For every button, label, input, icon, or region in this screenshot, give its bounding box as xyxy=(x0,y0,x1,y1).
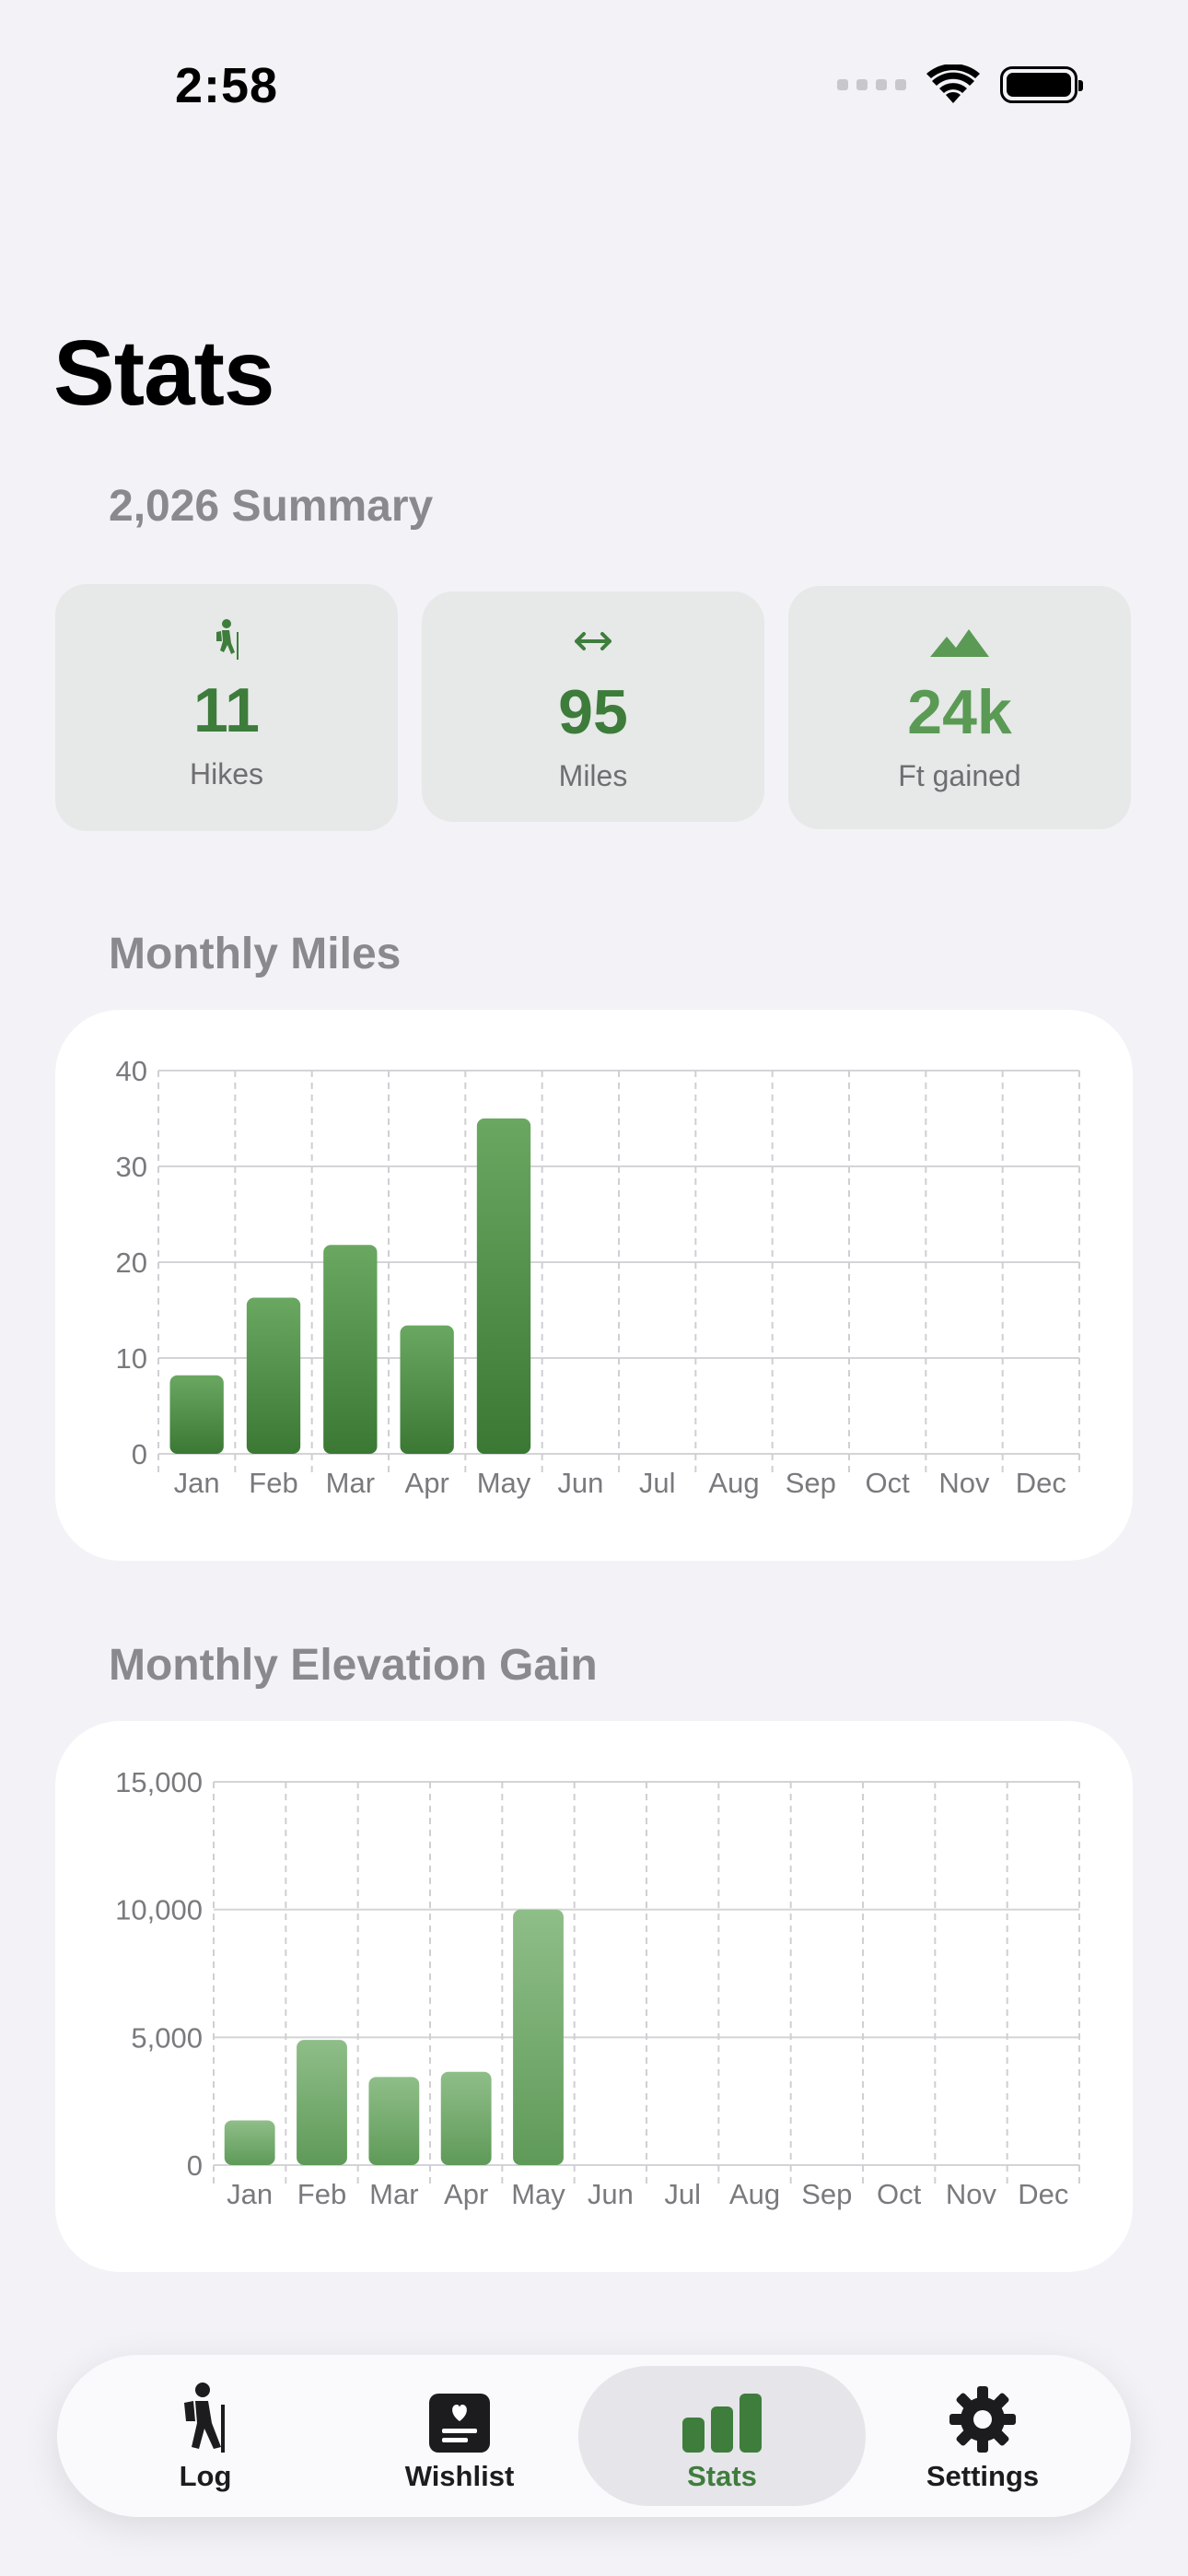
page-title: Stats xyxy=(53,322,275,425)
status-time: 2:58 xyxy=(175,58,279,113)
chart-bar xyxy=(323,1245,378,1454)
wifi-icon xyxy=(926,64,980,105)
x-tick-label: Dec xyxy=(1016,1467,1066,1499)
summary-title: 2,026 Summary xyxy=(109,482,434,531)
x-tick-label: Jan xyxy=(227,2178,273,2210)
x-tick-label: Sep xyxy=(786,1467,836,1499)
x-tick-label: Aug xyxy=(729,2178,780,2210)
tab-bar: Log Wishlist Stats xyxy=(57,2355,1131,2517)
x-tick-label: Jan xyxy=(174,1467,220,1499)
mountains-icon xyxy=(788,619,1131,663)
y-tick-label: 40 xyxy=(116,1055,147,1087)
tab-stats[interactable]: Stats xyxy=(578,2366,866,2506)
miles-value: 95 xyxy=(558,677,628,747)
x-tick-label: Feb xyxy=(297,2178,346,2210)
x-tick-label: Jul xyxy=(664,2178,701,2210)
y-tick-label: 5,000 xyxy=(131,2021,203,2054)
x-tick-label: Sep xyxy=(801,2178,852,2210)
chart-bar xyxy=(224,2120,275,2165)
chart-bar xyxy=(297,2040,347,2165)
hikes-label: Hikes xyxy=(189,757,263,790)
x-tick-label: Nov xyxy=(946,2178,997,2210)
monthly-miles-chart-svg: 0 10 20 30 40 Jan Feb Mar Apr May Jun Jul Aug Sep Oct N… xyxy=(116,1055,1080,1499)
x-tick-label: Aug xyxy=(708,1467,759,1499)
y-tick-label: 10 xyxy=(116,1342,147,1375)
y-tick-label: 30 xyxy=(116,1151,147,1183)
chart-bar xyxy=(169,1375,224,1454)
chart-bar xyxy=(246,1297,301,1454)
tab-stats-label: Stats xyxy=(687,2460,757,2492)
arrows-horizontal-icon xyxy=(422,619,764,663)
y-tick-label: 0 xyxy=(187,2149,203,2182)
monthly-miles-title: Monthly Miles xyxy=(109,930,402,978)
tab-wishlist-label: Wishlist xyxy=(404,2460,515,2492)
tab-settings[interactable]: Settings xyxy=(849,2355,1116,2517)
gear-icon xyxy=(849,2383,1116,2453)
hikes-value: 11 xyxy=(193,675,260,745)
x-tick-label: May xyxy=(511,2178,565,2210)
status-icons xyxy=(837,64,1083,105)
elevation-value: 24k xyxy=(907,677,1012,747)
tab-settings-label: Settings xyxy=(926,2460,1040,2492)
x-tick-label: May xyxy=(477,1467,531,1499)
monthly-miles-chart: 0 10 20 30 40 Jan Feb Mar Apr May Jun Jul Aug Sep Oct N… xyxy=(55,1010,1133,1561)
y-tick-label: 15,000 xyxy=(115,1766,203,1798)
chart-bar xyxy=(400,1325,454,1454)
x-tick-label: Oct xyxy=(866,1467,911,1499)
hiker-icon xyxy=(55,617,398,662)
wishlist-icon xyxy=(326,2383,593,2453)
x-tick-label: Jun xyxy=(557,1467,603,1499)
hiker-icon xyxy=(72,2383,339,2453)
monthly-elevation-chart: 0 5,000 10,000 15,000 Jan Feb Mar Apr May Jun Jul A… xyxy=(55,1721,1133,2272)
x-tick-label: Nov xyxy=(938,1467,990,1499)
x-tick-label: Apr xyxy=(405,1467,449,1499)
x-tick-label: Feb xyxy=(249,1467,297,1499)
y-tick-label: 20 xyxy=(116,1247,147,1279)
elevation-label: Ft gained xyxy=(898,759,1021,792)
monthly-elevation-chart-svg: 0 5,000 10,000 15,000 Jan Feb Mar Apr May Jun Jul A… xyxy=(115,1766,1080,2210)
x-tick-label: Oct xyxy=(877,2178,922,2210)
x-tick-label: Apr xyxy=(444,2178,488,2210)
cellular-signal-icon xyxy=(837,79,906,90)
y-tick-label: 10,000 xyxy=(115,1894,203,1926)
summary-card-hikes: 11 Hikes xyxy=(55,584,398,831)
chart-bar xyxy=(368,2077,420,2165)
tab-log-label: Log xyxy=(179,2460,232,2492)
tab-log[interactable]: Log xyxy=(72,2355,339,2517)
monthly-elevation-title: Monthly Elevation Gain xyxy=(109,1641,598,1690)
y-tick-label: 0 xyxy=(132,1438,147,1470)
x-tick-label: Jul xyxy=(639,1467,676,1499)
x-tick-label: Jun xyxy=(588,2178,634,2210)
miles-label: Miles xyxy=(558,759,628,792)
summary-card-miles: 95 Miles xyxy=(422,591,764,822)
chart-bar xyxy=(440,2071,492,2165)
summary-card-elevation: 24k Ft gained xyxy=(788,586,1131,829)
x-tick-label: Mar xyxy=(326,1467,375,1499)
tab-wishlist[interactable]: Wishlist xyxy=(326,2355,593,2517)
chart-bar xyxy=(476,1118,531,1454)
x-tick-label: Dec xyxy=(1018,2178,1068,2210)
battery-icon xyxy=(1000,66,1083,103)
chart-bar xyxy=(513,1909,564,2165)
x-tick-label: Mar xyxy=(369,2178,418,2210)
bar-chart-icon xyxy=(578,2383,866,2453)
